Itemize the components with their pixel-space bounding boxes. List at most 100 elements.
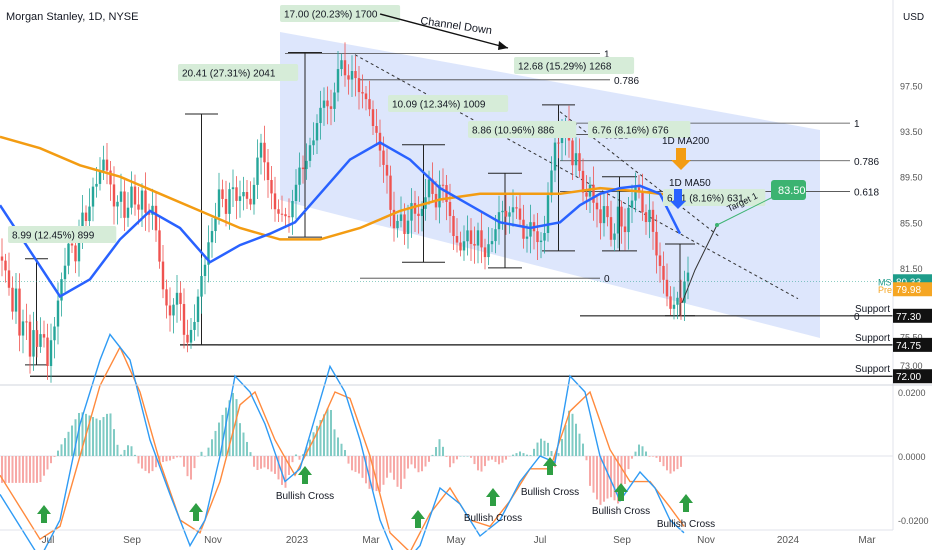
macd-y-tick-label: 0.0000 bbox=[898, 452, 926, 462]
macd-histogram-bar bbox=[662, 456, 665, 467]
measure-label-bg bbox=[280, 5, 401, 22]
macd-histogram-bar bbox=[43, 456, 45, 476]
macd-histogram-bar bbox=[92, 417, 94, 456]
candle-body bbox=[445, 185, 448, 202]
macd-histogram-bar bbox=[274, 456, 276, 474]
macd-histogram-bar bbox=[351, 456, 353, 471]
candle-body bbox=[606, 206, 609, 218]
candle-body bbox=[448, 201, 452, 216]
macd-histogram-bar bbox=[337, 437, 339, 456]
macd-histogram-bar bbox=[372, 456, 374, 491]
ma50-marker bbox=[670, 189, 686, 209]
macd-histogram-bar bbox=[347, 456, 350, 464]
macd-histogram-bar bbox=[214, 430, 217, 456]
macd-histogram-bar bbox=[340, 443, 343, 456]
candle-body bbox=[602, 206, 606, 224]
candle-body bbox=[655, 231, 658, 256]
target-line bbox=[716, 195, 776, 226]
macd-histogram-bar bbox=[277, 456, 280, 480]
candle-body bbox=[39, 334, 42, 347]
candle-body bbox=[396, 220, 399, 229]
candle-body bbox=[333, 92, 336, 109]
candle-body bbox=[214, 216, 217, 232]
support-label-3: Support 3 bbox=[855, 364, 899, 375]
candle-body bbox=[357, 78, 361, 93]
macd-histogram-bar bbox=[498, 456, 500, 465]
candle-body bbox=[462, 241, 466, 251]
macd-histogram-bar bbox=[316, 425, 318, 456]
candle-body bbox=[49, 340, 53, 367]
macd-histogram-bar bbox=[39, 456, 42, 482]
macd-histogram-bar bbox=[571, 413, 574, 456]
candle-body bbox=[312, 140, 315, 146]
fib-label: 1 bbox=[854, 119, 860, 130]
candle-body bbox=[536, 231, 539, 243]
macd-histogram-bar bbox=[15, 456, 17, 483]
macd-histogram-bar bbox=[176, 456, 178, 458]
candle-body bbox=[574, 153, 578, 166]
macd-histogram-bar bbox=[123, 449, 126, 456]
x-tick-label: Nov bbox=[697, 535, 715, 546]
x-tick-label: Jul bbox=[42, 535, 55, 546]
macd-histogram-bar bbox=[442, 446, 444, 456]
candle-body bbox=[592, 184, 595, 203]
macd-histogram-bar bbox=[11, 456, 14, 483]
macd-histogram-bar bbox=[466, 456, 469, 457]
candle-body bbox=[399, 214, 403, 221]
pre-price-value: 79.98 bbox=[896, 285, 921, 296]
y-tick-label: 73.00 bbox=[900, 361, 923, 371]
macd-histogram-bar bbox=[375, 456, 378, 492]
candle-body bbox=[487, 244, 490, 258]
macd-histogram-bar bbox=[445, 456, 448, 458]
candle-body bbox=[294, 184, 298, 201]
candle-body bbox=[494, 229, 497, 242]
macd-histogram-bar bbox=[25, 456, 28, 483]
candle-body bbox=[35, 330, 39, 347]
candle-body bbox=[522, 219, 525, 239]
macd-histogram-bar bbox=[281, 456, 283, 485]
macd-histogram-bar bbox=[400, 456, 402, 489]
macd-histogram-bar bbox=[631, 456, 633, 459]
candle-body bbox=[137, 204, 140, 210]
macd-histogram-bar bbox=[610, 456, 612, 498]
measure-label-bg bbox=[663, 189, 766, 206]
candle-body bbox=[28, 321, 32, 357]
macd-histogram-bar bbox=[592, 456, 595, 493]
bullish-cross-label: Bullish Cross bbox=[592, 506, 650, 517]
macd-histogram-bar bbox=[81, 412, 84, 456]
measure-label-bg bbox=[178, 64, 299, 81]
candle-body bbox=[21, 321, 25, 336]
support-price-2-bg bbox=[893, 337, 932, 352]
channel-down-arrow bbox=[379, 13, 509, 49]
support-price-2: 74.75 bbox=[896, 341, 921, 352]
x-tick-label: 2024 bbox=[777, 535, 800, 546]
candle-body bbox=[672, 304, 676, 309]
fib-label: 0.786 bbox=[854, 157, 879, 168]
candle-body bbox=[525, 236, 529, 239]
candle-body bbox=[420, 208, 424, 217]
macd-histogram-bar bbox=[613, 456, 616, 501]
macd-histogram-bar bbox=[302, 454, 304, 456]
candle-body bbox=[74, 245, 77, 262]
macd-histogram-bar bbox=[547, 442, 549, 456]
candle-body bbox=[518, 208, 522, 220]
support-label-2: Support 2 bbox=[855, 333, 899, 344]
candle-body bbox=[200, 276, 203, 297]
candle-body bbox=[637, 187, 641, 192]
candle-body bbox=[683, 281, 686, 303]
macd-histogram-bar bbox=[596, 456, 598, 500]
candle-body bbox=[329, 106, 333, 109]
macd-histogram-bar bbox=[74, 419, 77, 456]
macd-histogram-bar bbox=[673, 456, 675, 472]
x-tick-label: Mar bbox=[858, 535, 876, 546]
macd-histogram-bar bbox=[305, 446, 308, 456]
candle-body bbox=[620, 206, 623, 227]
macd-histogram-bar bbox=[508, 456, 511, 457]
macd-histogram-bar bbox=[638, 444, 640, 456]
macd-histogram-bar bbox=[22, 456, 24, 483]
measure-label: 17.00 (20.23%) 1700 bbox=[284, 10, 378, 21]
candle-body bbox=[182, 304, 186, 335]
macd-histogram-bar bbox=[480, 456, 483, 472]
candle-body bbox=[186, 334, 189, 343]
